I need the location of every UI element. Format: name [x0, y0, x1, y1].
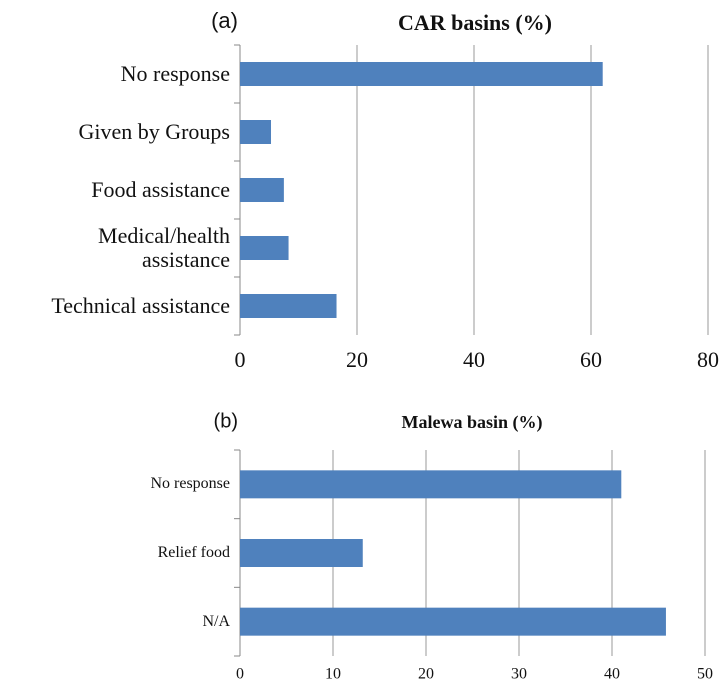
- x-tick-label: 0: [235, 347, 246, 372]
- x-tick-label: 20: [418, 666, 434, 683]
- y-tick-label: Medical/health assistance: [98, 223, 230, 273]
- bar: [240, 178, 284, 202]
- chart-title: Malewa basin (%): [402, 412, 543, 433]
- bar: [240, 470, 622, 499]
- bar: [240, 607, 666, 636]
- bar: [240, 539, 363, 567]
- x-tick-label: 10: [325, 666, 341, 683]
- x-tick-label: 40: [463, 347, 485, 372]
- bar: [240, 62, 603, 86]
- y-tick-label: Food assistance: [91, 177, 230, 202]
- y-tick-label: Relief food: [157, 544, 230, 561]
- panel-label: (a): [211, 8, 238, 33]
- chart-title: CAR basins (%): [398, 10, 552, 35]
- x-tick-label: 30: [511, 666, 527, 683]
- panel-label: (b): [214, 410, 238, 432]
- x-tick-label: 60: [580, 347, 602, 372]
- y-tick-label: N/A: [202, 612, 230, 630]
- x-tick-label: 40: [604, 666, 620, 683]
- y-tick-label: No response: [120, 61, 230, 86]
- bar: [240, 294, 337, 318]
- bar: [240, 236, 289, 260]
- bar: [240, 120, 272, 144]
- y-tick-label: No response: [150, 475, 230, 493]
- x-tick-label: 20: [346, 347, 368, 372]
- x-tick-label: 80: [697, 347, 719, 372]
- y-tick-label: Given by Groups: [78, 119, 230, 144]
- x-tick-label: 0: [236, 666, 244, 683]
- x-tick-label: 50: [697, 666, 713, 683]
- y-tick-label: Technical assistance: [51, 293, 230, 318]
